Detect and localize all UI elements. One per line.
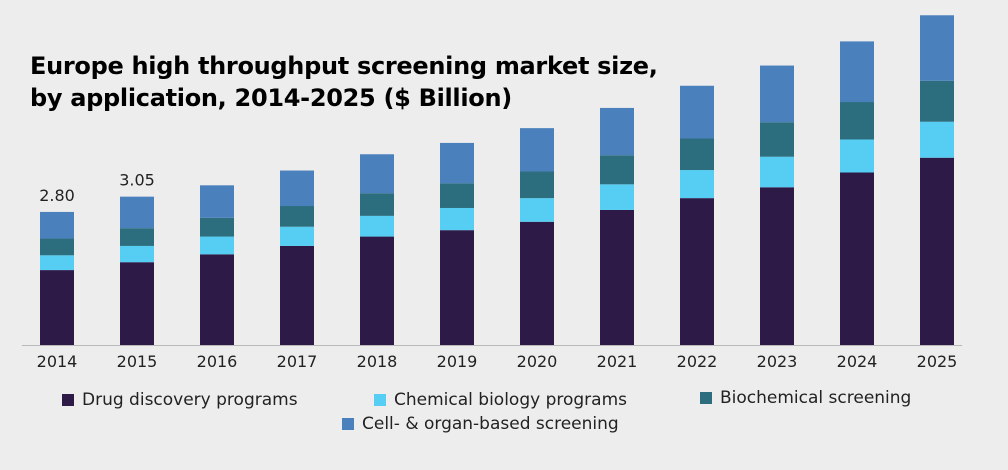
x-tick-label-2017: 2017: [277, 352, 318, 371]
bar-segment-2016-series-4: [200, 185, 234, 218]
x-tick-label-2025: 2025: [917, 352, 958, 371]
bar-segment-2017-series-3: [280, 206, 314, 227]
legend-swatch: [374, 394, 386, 406]
bar-segment-2024-series-1: [840, 172, 874, 345]
legend-item-2: Chemical biology programs: [374, 390, 627, 410]
data-label-2014: 2.80: [39, 186, 75, 205]
bar-segment-2021-series-3: [600, 155, 634, 185]
bar-segment-2015-series-1: [120, 262, 154, 345]
bar-segment-2018-series-2: [360, 215, 394, 237]
legend-label: Biochemical screening: [720, 388, 912, 408]
bar-segment-2016-series-1: [200, 254, 234, 345]
bar-segment-2022-series-3: [680, 138, 714, 171]
bar-segment-2020-series-4: [520, 128, 554, 172]
bar-segment-2024-series-3: [840, 102, 874, 140]
bar-segment-2025-series-4: [920, 15, 954, 81]
bar-segment-2016-series-3: [200, 217, 234, 237]
x-tick-label-2020: 2020: [517, 352, 558, 371]
x-tick-label-2016: 2016: [197, 352, 238, 371]
legend-swatch: [342, 418, 354, 430]
bar-segment-2019-series-2: [440, 207, 474, 231]
bar-segment-2015-series-3: [120, 228, 154, 246]
chart-legend: Drug discovery programs Chemical biology …: [0, 384, 1008, 444]
bar-segment-2014-series-4: [40, 211, 74, 239]
legend-item-3: Biochemical screening: [700, 388, 911, 408]
legend-item-4: Cell- & organ-based screening: [342, 414, 619, 434]
bar-segment-2024-series-2: [840, 139, 874, 173]
legend-label: Chemical biology programs: [394, 390, 627, 410]
x-tick-label-2019: 2019: [437, 352, 478, 371]
bar-segment-2023-series-4: [760, 65, 794, 123]
bar-segment-2014-series-1: [40, 270, 74, 345]
bar-segment-2025-series-1: [920, 157, 954, 345]
bar-segment-2017-series-1: [280, 245, 314, 345]
bar-segment-2019-series-3: [440, 183, 474, 208]
bar-segment-2021-series-2: [600, 184, 634, 210]
bar-segment-2020-series-1: [520, 221, 554, 345]
legend-label: Drug discovery programs: [82, 390, 298, 410]
bar-segment-2017-series-2: [280, 226, 314, 246]
bar-segment-2024-series-4: [840, 41, 874, 103]
legend-swatch: [700, 392, 712, 404]
x-tick-label-2023: 2023: [757, 352, 798, 371]
bar-segment-2020-series-2: [520, 198, 554, 222]
x-tick-label-2014: 2014: [37, 352, 78, 371]
bar-segment-2015-series-2: [120, 245, 154, 263]
bar-segment-2022-series-4: [680, 85, 714, 139]
bar-segment-2016-series-2: [200, 236, 234, 255]
bar-segment-2018-series-1: [360, 236, 394, 345]
bar-segment-2019-series-4: [440, 142, 474, 184]
bar-segment-2014-series-2: [40, 255, 74, 271]
bar-segment-2021-series-4: [600, 107, 634, 156]
data-label-2015: 3.05: [119, 171, 155, 190]
bar-segment-2019-series-1: [440, 230, 474, 345]
legend-label: Cell- & organ-based screening: [362, 414, 619, 434]
bar-segment-2018-series-4: [360, 154, 394, 194]
x-tick-label-2021: 2021: [597, 352, 638, 371]
bar-segment-2017-series-4: [280, 170, 314, 207]
chart-title-line-2: by application, 2014-2025 ($ Billion): [30, 84, 512, 112]
bar-segment-2023-series-1: [760, 187, 794, 345]
bar-segment-2018-series-3: [360, 193, 394, 216]
bar-segment-2025-series-2: [920, 121, 954, 158]
stacked-bar-chart: 2014 2.80 2015 3.05 2016 2017 2018 2019 2020 2021…: [22, 15, 962, 371]
legend-item-1: Drug discovery programs: [62, 390, 298, 410]
bar-segment-2015-series-4: [120, 196, 154, 229]
x-tick-label-2022: 2022: [677, 352, 718, 371]
x-tick-label-2018: 2018: [357, 352, 398, 371]
legend-swatch: [62, 394, 74, 406]
chart-title-line-1: Europe high throughput screening market …: [30, 52, 658, 80]
bar-segment-2014-series-3: [40, 238, 74, 256]
bar-segment-2022-series-1: [680, 198, 714, 345]
x-tick-label-2024: 2024: [837, 352, 878, 371]
chart-title: Europe high throughput screening market …: [30, 50, 658, 114]
bar-segment-2020-series-3: [520, 171, 554, 199]
bar-segment-2021-series-1: [600, 209, 634, 345]
bar-segment-2025-series-3: [920, 80, 954, 122]
bar-segment-2023-series-3: [760, 122, 794, 157]
x-tick-label-2015: 2015: [117, 352, 158, 371]
bar-segment-2022-series-2: [680, 170, 714, 199]
bar-segment-2023-series-2: [760, 156, 794, 188]
